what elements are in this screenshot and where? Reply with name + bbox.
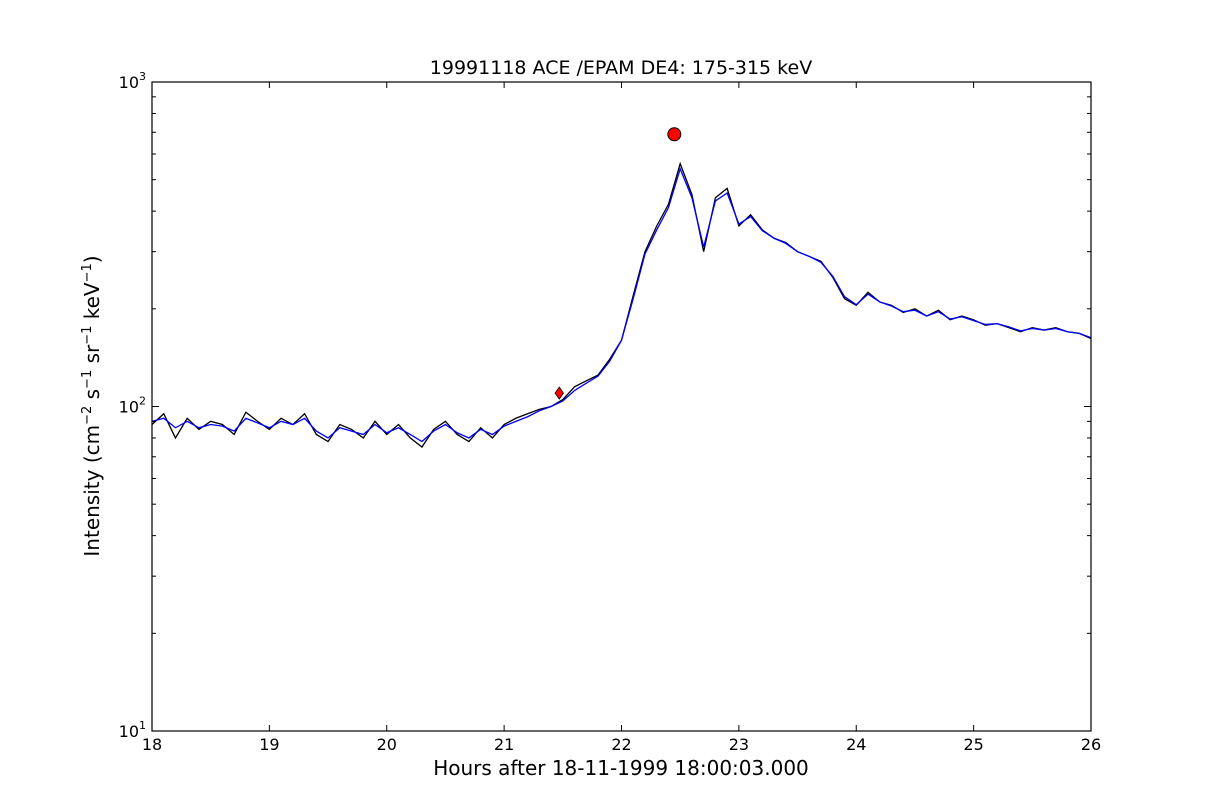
y-tick-label: 103: [119, 70, 146, 92]
x-tick-label: 23: [729, 735, 749, 754]
plot-area: [151, 81, 1092, 732]
y-label-prefix: Intensity (cm: [80, 425, 104, 557]
y-label-suffix: ): [80, 255, 104, 263]
y-axis-label: Intensity (cm−2 s−1 sr−1 keV−1): [80, 255, 104, 556]
x-tick-label: 18: [142, 735, 162, 754]
y-tick-label: 102: [119, 395, 146, 417]
plot-frame: [151, 81, 1092, 732]
y-label-exp-s: −1: [80, 370, 95, 389]
series-line-smoothed: [152, 166, 1091, 443]
y-label-kev: keV: [80, 282, 104, 326]
y-label-exp-kev: −1: [80, 263, 95, 282]
marker-circle: [667, 127, 682, 142]
x-tick-label: 19: [259, 735, 279, 754]
x-tick-label: 20: [377, 735, 397, 754]
chart-title: 19991118 ACE /EPAM DE4: 175-315 keV: [430, 57, 812, 79]
y-label-exp-cm: −2: [80, 406, 95, 425]
y-tick-label: 101: [119, 719, 146, 741]
x-tick-label: 26: [1081, 735, 1101, 754]
x-tick-label: 24: [846, 735, 866, 754]
x-tick-label: 21: [494, 735, 514, 754]
x-axis-label: Hours after 18-11-1999 18:00:03.000: [433, 756, 809, 780]
y-label-exp-sr: −1: [80, 326, 95, 345]
series-line-raw: [152, 161, 1091, 448]
x-tick-label: 25: [963, 735, 983, 754]
x-tick-label: 22: [611, 735, 631, 754]
y-label-s: s: [80, 389, 104, 406]
y-label-sr: sr: [80, 344, 104, 370]
marker-diamond: [554, 386, 564, 400]
